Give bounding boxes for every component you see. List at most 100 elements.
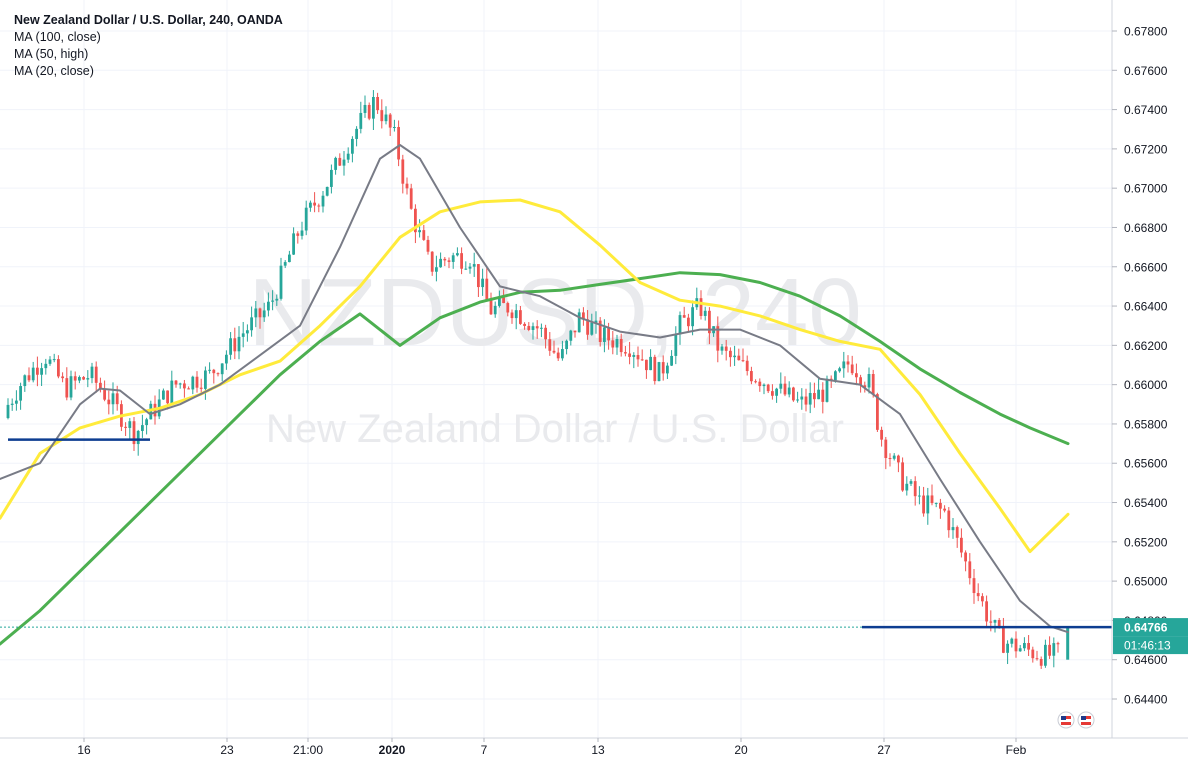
candle-body	[758, 381, 762, 387]
countdown-badge	[1113, 636, 1188, 655]
candle-body	[342, 159, 346, 166]
candle-body	[430, 251, 434, 272]
candle-body	[367, 104, 371, 119]
candle-body	[23, 375, 27, 387]
candle-body	[943, 508, 946, 511]
horizontal-levels[interactable]	[0, 438, 1112, 629]
candle-body	[346, 153, 350, 160]
event-icons[interactable]	[1057, 711, 1095, 729]
indicator-ma20[interactable]: MA (20, close)	[14, 64, 94, 78]
candle-body	[922, 495, 925, 514]
candle-body	[267, 301, 270, 311]
candle-body	[527, 325, 531, 330]
candle-body	[174, 380, 178, 385]
candle-body	[934, 502, 938, 504]
candle-body	[1048, 644, 1051, 656]
candle-body	[892, 455, 896, 459]
ma100-line[interactable]	[0, 271, 1070, 646]
candle-body	[888, 458, 892, 460]
candle-body	[1010, 638, 1014, 644]
candle-body	[548, 339, 552, 351]
ma50-line[interactable]	[0, 198, 1070, 554]
candle-body	[321, 195, 325, 207]
candle-body	[460, 253, 463, 269]
candle-body	[288, 254, 291, 263]
candle-body	[724, 346, 728, 351]
last-price-badge[interactable]	[1113, 618, 1188, 637]
candle-body	[951, 527, 955, 531]
candle-body	[901, 462, 904, 491]
candle-body	[733, 355, 736, 358]
candle-body	[48, 359, 52, 364]
time-tick-label: 23	[220, 743, 234, 757]
candle-body	[195, 376, 199, 388]
candle-body	[271, 300, 274, 302]
moving-averages	[0, 144, 1070, 646]
candle-body	[258, 308, 262, 318]
price-tick-label: 0.67200	[1124, 142, 1168, 156]
candle-body	[1014, 638, 1018, 652]
candle-body	[103, 389, 106, 400]
candle-body	[216, 373, 220, 375]
candle-body	[166, 390, 169, 404]
event-flag-icon-1[interactable]	[1057, 711, 1075, 729]
candle-body	[73, 376, 77, 381]
candle-body	[397, 126, 400, 160]
time-tick-label: 16	[77, 743, 91, 757]
indicator-ma100[interactable]: MA (100, close)	[14, 30, 101, 44]
candles	[6, 90, 1070, 669]
candle-body	[90, 366, 94, 379]
candle-body	[376, 96, 379, 111]
candle-body	[170, 380, 174, 404]
event-flag-icon-2[interactable]	[1077, 711, 1095, 729]
candle-body	[309, 202, 312, 208]
time-axis-background	[0, 738, 1112, 757]
price-tick-label: 0.66200	[1124, 339, 1168, 353]
candle-body	[649, 356, 652, 371]
candle-body	[468, 266, 472, 269]
candle-body	[275, 298, 279, 301]
last-price-label: 0.64766	[1124, 621, 1168, 635]
candle-body	[246, 330, 249, 334]
candle-body	[1035, 658, 1039, 660]
ma20-line[interactable]	[0, 144, 1069, 634]
watermark-name: New Zealand Dollar / U.S. Dollar	[266, 407, 844, 451]
indicator-ma50[interactable]: MA (50, high)	[14, 47, 89, 61]
candle-body	[99, 382, 102, 390]
candle-body	[254, 308, 258, 318]
candle-body	[569, 330, 573, 341]
candle-body	[855, 373, 858, 378]
candle-body	[162, 390, 165, 400]
candle-body	[666, 365, 669, 374]
candle-body	[603, 327, 606, 342]
candle-body	[422, 230, 426, 240]
candle-body	[939, 502, 942, 509]
candle-body	[750, 371, 753, 382]
flag-canton	[1061, 716, 1066, 720]
time-axis[interactable]: 16 23 21:00 2020 7 13 20 27 Feb	[0, 737, 1188, 757]
candle-body	[691, 307, 694, 327]
candle-body	[926, 495, 930, 514]
candle-body	[477, 264, 480, 288]
price-tick-label: 0.66000	[1124, 378, 1168, 392]
candle-body	[15, 400, 18, 404]
candle-body	[472, 264, 476, 267]
candle-body	[771, 391, 774, 396]
candle-body	[808, 393, 812, 405]
candle-body	[250, 317, 253, 331]
candle-body	[628, 353, 631, 357]
candle-body	[624, 352, 627, 354]
candle-body	[1006, 643, 1009, 653]
candle-body	[1027, 643, 1030, 650]
price-tick-label: 0.67400	[1124, 103, 1168, 117]
candle-body	[220, 363, 224, 375]
price-axis[interactable]: 0.67800 0.67600 0.67400 0.67200 0.67000 0.668…	[1111, 0, 1188, 757]
flag-stripe	[1081, 722, 1091, 725]
candle-body	[598, 320, 602, 342]
candle-body	[955, 527, 959, 538]
candle-body	[447, 260, 451, 262]
candle-body	[850, 364, 854, 374]
candle-body	[905, 483, 909, 491]
